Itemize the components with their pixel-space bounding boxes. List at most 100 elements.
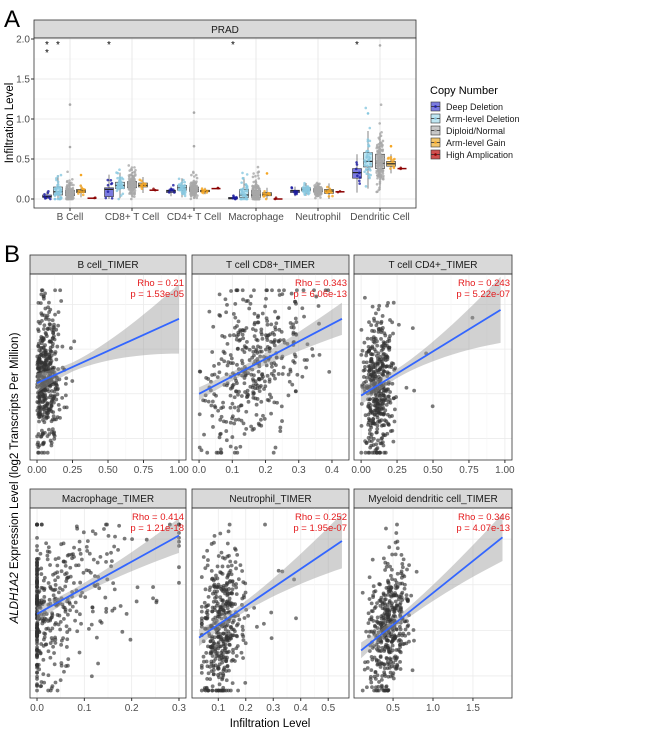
data-point	[224, 650, 229, 655]
data-point	[59, 299, 64, 303]
data-point	[189, 187, 193, 190]
data-point	[256, 376, 261, 381]
data-point	[212, 605, 217, 610]
data-point	[209, 568, 214, 573]
data-point	[190, 191, 194, 195]
data-point	[60, 587, 65, 592]
data-point	[375, 423, 380, 428]
data-point	[55, 688, 60, 693]
data-point	[139, 185, 143, 188]
data-point	[84, 544, 89, 549]
data-point	[80, 590, 84, 595]
data-point	[210, 654, 215, 658]
data-point	[47, 597, 52, 602]
data-point	[392, 618, 397, 623]
data-point	[251, 345, 256, 350]
data-point	[47, 326, 52, 331]
data-point	[56, 622, 61, 627]
data-point	[252, 334, 257, 339]
data-point	[311, 353, 315, 358]
data-point	[44, 368, 49, 373]
data-point	[370, 304, 375, 309]
data-point	[364, 167, 368, 171]
data-point	[217, 313, 222, 317]
data-point	[203, 616, 208, 620]
data-point	[130, 166, 134, 169]
data-point	[79, 190, 83, 194]
data-point	[225, 541, 230, 546]
data-point	[39, 642, 44, 646]
data-point	[375, 446, 380, 450]
data-point	[217, 682, 222, 687]
data-point	[369, 680, 374, 685]
data-point	[295, 190, 299, 193]
data-point	[375, 673, 380, 678]
data-point	[195, 176, 199, 180]
data-point	[227, 522, 232, 527]
data-point	[177, 539, 181, 544]
data-point	[314, 196, 317, 200]
data-point	[391, 629, 395, 633]
data-point	[35, 589, 39, 594]
data-point	[203, 188, 207, 192]
data-point	[376, 630, 381, 635]
data-point	[35, 683, 39, 688]
data-point	[374, 368, 379, 373]
data-point	[269, 636, 274, 641]
data-point	[183, 180, 187, 184]
data-point	[82, 190, 85, 194]
data-point	[53, 187, 57, 191]
data-point	[288, 369, 293, 374]
data-point	[167, 191, 171, 194]
scatter-panel-5: Neutrophil_TIMER 0.1 0.2 0.3 0.4 0.5 Rho = 0.2…	[191, 488, 350, 714]
data-point	[74, 524, 79, 529]
data-point	[49, 349, 54, 354]
data-point	[42, 680, 47, 685]
data-point	[303, 193, 307, 197]
data-point	[96, 575, 100, 579]
data-point	[61, 617, 66, 621]
data-point	[234, 623, 239, 628]
data-point	[217, 662, 222, 667]
data-point	[63, 393, 68, 398]
data-point	[37, 374, 42, 379]
data-point	[97, 586, 102, 591]
panel-label-a: A	[4, 6, 20, 33]
data-point	[55, 344, 60, 349]
data-point	[224, 310, 229, 315]
data-point	[323, 288, 328, 293]
data-point	[93, 574, 97, 579]
data-point	[380, 159, 383, 163]
data-point	[228, 591, 233, 596]
data-point	[220, 599, 225, 603]
data-point	[289, 291, 294, 296]
data-point	[51, 334, 56, 339]
data-point	[44, 196, 48, 200]
data-point	[46, 649, 51, 654]
data-point	[39, 684, 44, 688]
x-tick-label: 0.2	[239, 703, 253, 714]
data-point	[48, 384, 52, 389]
data-point	[210, 645, 215, 650]
data-point	[222, 665, 227, 670]
data-point	[355, 161, 358, 164]
data-point	[470, 315, 475, 320]
data-point	[130, 179, 134, 183]
data-point	[35, 622, 39, 627]
data-point	[208, 677, 213, 682]
data-point	[208, 585, 213, 590]
data-point	[225, 363, 230, 368]
data-point	[302, 358, 307, 362]
rho-label: Rho = 0.243	[458, 278, 510, 289]
data-point	[128, 188, 132, 191]
data-point	[35, 560, 39, 565]
data-point	[362, 340, 367, 345]
data-point	[234, 654, 239, 658]
data-point	[236, 613, 240, 618]
data-point	[177, 184, 181, 188]
data-point	[380, 326, 385, 330]
data-point	[54, 397, 59, 402]
data-point	[47, 317, 51, 322]
data-point	[127, 177, 131, 181]
data-point	[243, 641, 248, 646]
